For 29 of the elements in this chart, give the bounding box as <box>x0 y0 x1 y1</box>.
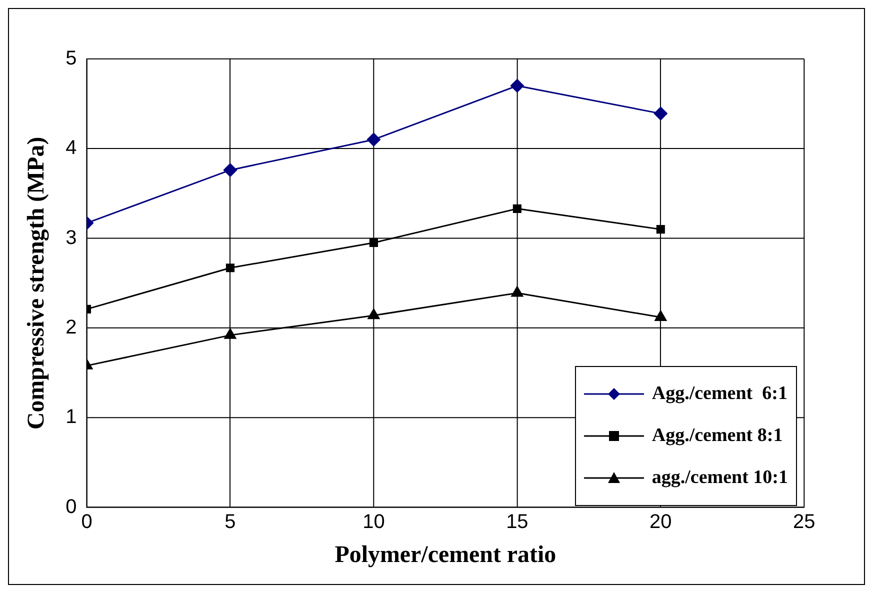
point <box>226 264 234 272</box>
point <box>511 286 524 297</box>
y-tick-label: 5 <box>66 47 77 70</box>
y-tick-label: 4 <box>66 137 77 160</box>
legend-label: agg./cement 10:1 <box>652 467 788 490</box>
point <box>368 308 380 320</box>
legend-label: Agg./cement 8:1 <box>652 425 783 448</box>
point <box>366 132 380 146</box>
x-tick-label: 25 <box>793 510 816 533</box>
y-tick-label: 3 <box>66 226 77 249</box>
x-tick-label: 20 <box>650 510 672 533</box>
point <box>656 225 665 234</box>
y-tick-label: 0 <box>66 496 77 518</box>
legend-label: Agg./cement 6:1 <box>652 383 788 406</box>
point <box>369 238 378 248</box>
x-axis-title: Polymer/cement ratio <box>334 542 556 568</box>
x-tick-label: 5 <box>224 510 236 533</box>
point <box>654 310 667 321</box>
y-tick-label: 2 <box>66 316 77 339</box>
y-tick-label: 1 <box>66 406 77 428</box>
x-tick-label: 0 <box>81 510 92 533</box>
y-axis-title: Compressive strength (MPa) <box>24 136 50 430</box>
point <box>512 204 522 213</box>
point <box>223 163 237 177</box>
point <box>654 106 668 120</box>
point <box>224 328 236 339</box>
point <box>510 79 524 92</box>
x-tick-label: 15 <box>506 510 528 533</box>
x-tick-label: 10 <box>362 510 385 533</box>
